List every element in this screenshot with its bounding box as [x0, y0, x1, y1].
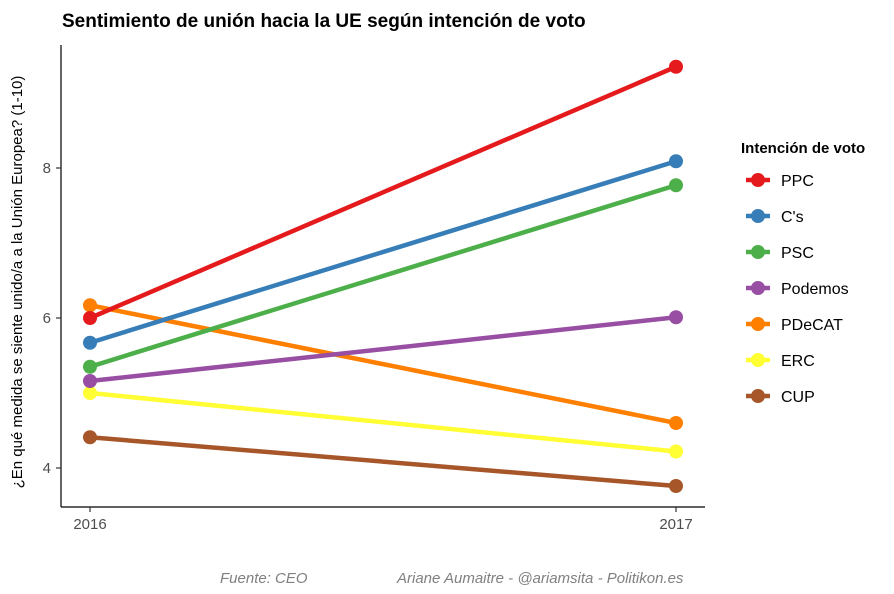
legend-label: PPC	[781, 173, 814, 190]
x-tick-label: 2016	[73, 516, 106, 533]
chart-title: Sentimiento de unión hacia la UE según i…	[62, 11, 586, 32]
series-line-psc	[87, 183, 679, 369]
data-point-cup-2017	[669, 479, 683, 493]
data-point-cs-2017	[669, 154, 683, 169]
legend-title: Intención de voto	[741, 140, 865, 157]
series-line-erc	[87, 390, 679, 454]
legend-label: PSC	[781, 245, 814, 262]
data-point-cup-2016	[83, 430, 97, 445]
legend-key-point	[751, 353, 765, 367]
series-line-podemos	[87, 315, 679, 384]
plot-lines	[87, 64, 679, 489]
legend-label: ERC	[781, 353, 815, 370]
data-point-psc-2017	[669, 178, 683, 193]
caption-author: Ariane Aumaitre - @ariamsita - Politikon…	[396, 570, 684, 587]
caption-source: Fuente: CEO	[220, 570, 308, 587]
data-point-cs-2016	[83, 335, 97, 350]
data-point-psc-2016	[83, 359, 97, 374]
x-tick-label: 2017	[659, 516, 692, 533]
y-ticks: 4 6 8	[43, 160, 61, 477]
data-point-ppc-2016	[83, 311, 97, 325]
legend-key-point	[751, 245, 765, 259]
plot-points	[83, 59, 683, 493]
y-tick-label: 4	[43, 460, 51, 477]
legend-item-pdecat: PDeCAT	[746, 317, 843, 334]
series-line-cup	[87, 435, 679, 489]
legend-label: C's	[781, 209, 804, 226]
legend-item-ppc: PPC	[746, 173, 814, 190]
data-point-pdecat-2016	[83, 298, 97, 313]
data-point-pdecat-2017	[669, 416, 683, 430]
data-point-podemos-2017	[669, 310, 683, 325]
legend-item-psc: PSC	[746, 245, 814, 262]
y-tick-label: 8	[43, 160, 51, 177]
data-point-erc-2016	[83, 386, 97, 400]
data-point-podemos-2016	[83, 374, 97, 388]
legend-key-point	[751, 209, 765, 223]
legend-label: PDeCAT	[781, 317, 843, 334]
legend-key-point	[751, 389, 765, 403]
legend-key-point	[751, 317, 765, 331]
y-axis-label: ¿En qué medida se siente unido/a a la Un…	[9, 76, 26, 489]
x-ticks: 2016 2017	[73, 507, 693, 533]
legend-key-point	[751, 281, 765, 295]
series-line-pdecat	[87, 303, 679, 426]
data-point-erc-2017	[669, 444, 683, 459]
legend-label: Podemos	[781, 281, 849, 298]
series-line-cs	[87, 159, 679, 345]
legend-key-point	[751, 173, 765, 187]
legend: PPC C's PSC Podemos PDeCAT ERC CUP	[746, 173, 849, 406]
legend-item-cup: CUP	[746, 389, 815, 406]
legend-item-podemos: Podemos	[746, 281, 849, 298]
data-point-ppc-2017	[669, 59, 683, 74]
legend-item-erc: ERC	[746, 353, 815, 370]
legend-item-cs: C's	[746, 209, 804, 226]
series-line-ppc	[87, 64, 679, 321]
y-tick-label: 6	[43, 310, 51, 327]
legend-label: CUP	[781, 389, 815, 406]
